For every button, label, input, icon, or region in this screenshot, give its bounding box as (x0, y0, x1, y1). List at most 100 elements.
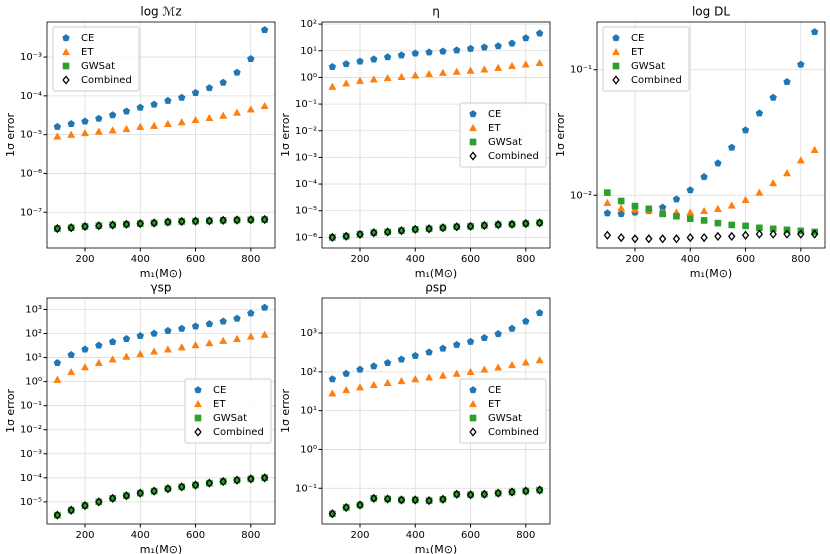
marker (95, 221, 103, 231)
marker (522, 486, 530, 496)
marker (769, 93, 777, 101)
y-axis-label: 1σ error (279, 112, 292, 157)
marker (247, 474, 255, 484)
marker (53, 358, 62, 367)
x-axis-label: m₁(M⊙) (690, 267, 732, 280)
x-tick-label: 400 (406, 254, 425, 265)
marker (136, 122, 145, 130)
marker (645, 205, 653, 213)
marker (411, 351, 419, 359)
marker (439, 223, 447, 233)
marker (178, 216, 186, 227)
y-tick-label: 10¹ (25, 353, 42, 364)
marker (233, 215, 241, 225)
legend: CE ET GWSat Combined (459, 102, 547, 168)
x-tick-label: 400 (681, 254, 700, 265)
marker (797, 229, 805, 239)
chart-title: log ℳz (140, 5, 181, 19)
marker (769, 229, 777, 239)
marker (164, 326, 172, 334)
marker (219, 336, 228, 344)
marker (260, 303, 269, 311)
marker (714, 231, 722, 242)
marker (411, 49, 419, 57)
marker (328, 62, 337, 70)
marker (328, 389, 337, 397)
legend: CE ET GWSat Combined (52, 26, 140, 92)
marker (438, 68, 447, 76)
marker (260, 26, 269, 34)
chart-title: η (432, 5, 440, 19)
y-tick-label: 10⁻¹ (570, 65, 592, 76)
marker (108, 355, 117, 363)
marker (219, 111, 228, 119)
marker (494, 363, 503, 371)
legend-marker (193, 399, 203, 408)
marker (480, 65, 489, 73)
marker (205, 113, 214, 122)
y-tick-label: 10⁻³ (20, 449, 42, 460)
marker (508, 39, 516, 47)
legend-label: ET (631, 47, 644, 58)
marker (783, 229, 791, 239)
marker (342, 79, 351, 87)
y-tick-label: 10⁻¹ (20, 401, 42, 412)
legend-label: GWSat (488, 137, 522, 148)
marker (631, 234, 639, 244)
y-tick-label: 10⁻⁶ (295, 232, 317, 243)
legend-marker (469, 151, 477, 161)
marker (782, 169, 792, 177)
marker (796, 156, 805, 164)
marker (755, 229, 764, 239)
marker (233, 314, 241, 322)
marker (480, 489, 489, 499)
marker (53, 510, 62, 520)
y-tick-label: 10² (25, 329, 42, 340)
marker (658, 234, 667, 244)
marker (356, 500, 364, 510)
marker (205, 216, 214, 226)
marker (617, 203, 626, 212)
x-tick-label: 400 (131, 530, 150, 541)
axes-frame (596, 21, 826, 249)
marker (356, 57, 364, 65)
legend-label: ET (213, 399, 226, 410)
y-tick-label: 10¹ (300, 46, 317, 57)
marker (53, 132, 62, 140)
legend-marker (469, 138, 477, 146)
marker (508, 324, 516, 332)
marker (150, 121, 159, 129)
marker (150, 347, 159, 355)
marker (425, 48, 433, 56)
marker (81, 500, 89, 511)
marker (383, 378, 392, 387)
axes-frame (321, 21, 551, 249)
x-tick-label: 600 (461, 254, 480, 265)
marker (783, 77, 791, 86)
axes-frame (46, 21, 276, 249)
marker (95, 497, 103, 507)
panel: 200 400 600 800 10⁻⁷ 10⁻⁶ 10⁻⁵ 10⁻⁴ 10⁻³ log ℳz m₁… (4, 5, 276, 280)
marker (122, 124, 131, 133)
legend-marker (62, 34, 70, 42)
legend-box (459, 102, 547, 168)
marker (81, 221, 89, 232)
marker (453, 340, 461, 348)
marker (136, 331, 144, 340)
legend: CE ET GWSat Combined (459, 378, 547, 444)
legend-marker (469, 427, 477, 437)
panel: 200 400 600 800 10⁻⁶ 10⁻⁵ 10⁻⁴ 10⁻³ 10⁻² 10⁻¹ 10⁰ 1… (279, 5, 551, 280)
marker (494, 42, 502, 50)
marker (136, 103, 144, 111)
legend-label: Combined (81, 75, 132, 86)
marker (522, 317, 530, 325)
marker (411, 495, 419, 505)
marker (67, 505, 75, 515)
marker (797, 60, 805, 68)
marker (328, 82, 337, 90)
legend-marker (468, 123, 478, 132)
legend-box (184, 378, 272, 444)
marker (810, 229, 819, 239)
x-tick-label: 600 (186, 254, 205, 265)
marker (508, 487, 516, 497)
